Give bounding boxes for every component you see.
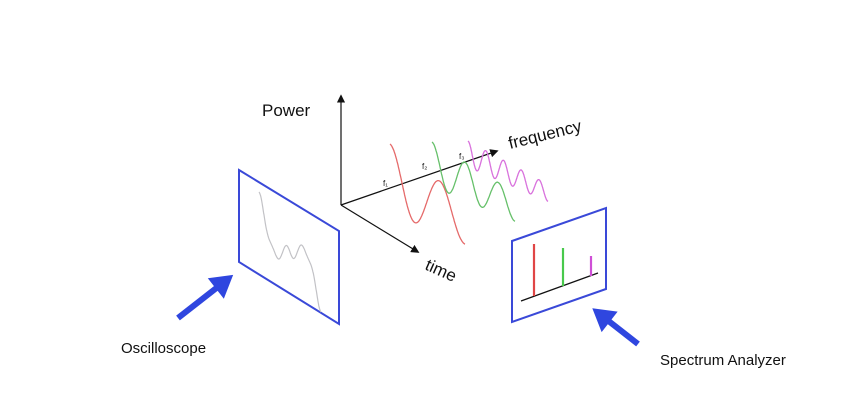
time-axis	[340, 204, 420, 253]
power-label: Power	[262, 101, 311, 120]
axes	[336, 94, 499, 253]
spectrum-analyzer-screen	[511, 206, 607, 324]
spectrum-baseline	[520, 272, 599, 302]
wave-f2	[431, 141, 516, 222]
oscilloscope-trace	[258, 191, 322, 313]
oscilloscope-screen	[238, 168, 340, 326]
f1-label: f₁	[383, 179, 388, 188]
frequency-label: frequency	[506, 116, 584, 153]
arrow-up-right-icon	[176, 274, 234, 321]
spectrum-analyzer-label: Spectrum Analyzer	[660, 352, 786, 369]
oscilloscope-label: Oscilloscope	[121, 340, 206, 357]
f2-label: f₂	[422, 162, 427, 171]
wave-f3	[467, 140, 549, 202]
frequency-axis	[340, 149, 499, 206]
wave-f1	[389, 143, 466, 245]
arrow-up-left-icon	[592, 308, 640, 347]
f3-label: f₃	[459, 152, 464, 161]
oscilloscope-frame	[238, 168, 340, 326]
spectrum-analyzer-frame	[511, 206, 607, 324]
time-label: time	[422, 255, 459, 285]
